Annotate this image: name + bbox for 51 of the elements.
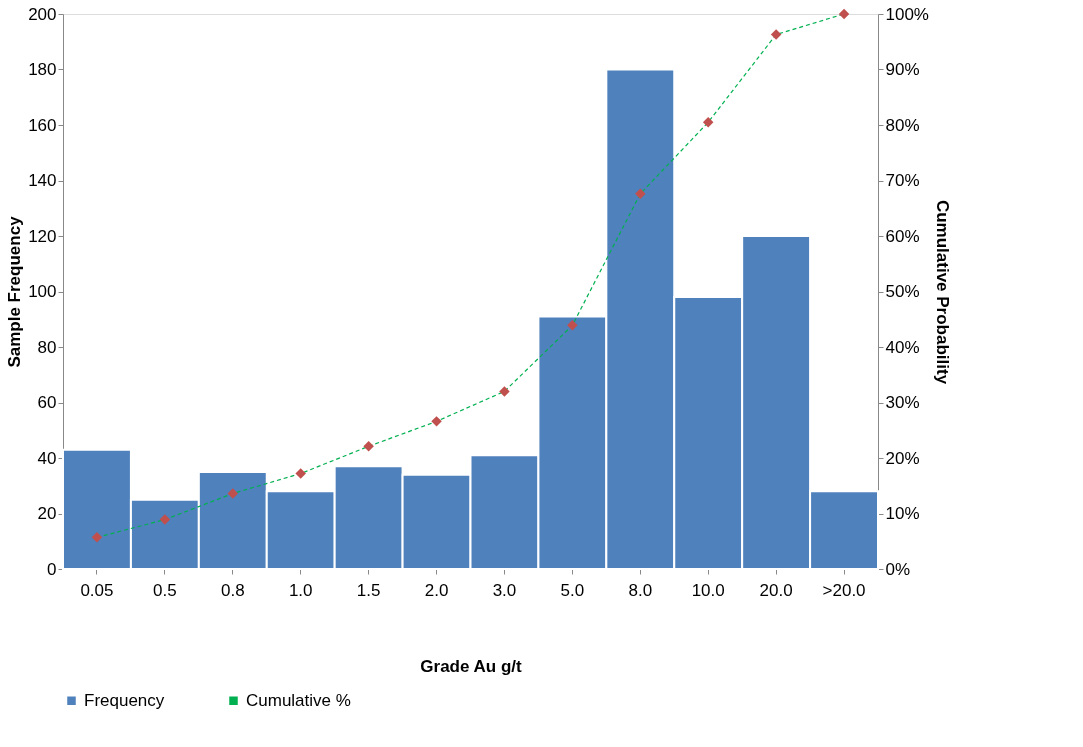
y-tick-label: 80	[37, 337, 57, 357]
y-tick-label: 60	[37, 393, 57, 412]
y2-tick-label: 80%	[885, 115, 920, 135]
y2-tick-label: 50%	[885, 282, 920, 301]
y-tick-label: 100	[28, 282, 57, 301]
point	[499, 386, 510, 397]
point	[227, 488, 239, 499]
x-tick-label: 1.5	[356, 580, 381, 600]
y-tick-label: 180	[28, 60, 57, 79]
x-tick-label: 1.0	[288, 580, 313, 600]
y2-tick-label: 30%	[885, 393, 920, 412]
legend-label: Frequency	[84, 690, 165, 710]
x-tick-label: 20.0	[759, 580, 793, 600]
point	[431, 416, 442, 427]
y2-tick-label: 70%	[885, 171, 920, 190]
x-tick-label: 8.0	[628, 580, 653, 600]
y2-tick-label: 20%	[885, 448, 920, 468]
x-tick-label: 5.0	[560, 580, 585, 600]
x-tick-label: 0.8	[220, 580, 245, 600]
x-tick-label: 10.0	[691, 580, 725, 600]
y-tick-label: 160	[28, 115, 57, 135]
y2-tick-label: 60%	[885, 226, 920, 246]
point	[770, 29, 782, 40]
y2-tick-label: 0%	[885, 559, 911, 579]
y2-tick-label: 90%	[885, 60, 920, 79]
x-tick-label: 0.5	[153, 580, 177, 600]
x-tick-label: 0.05	[80, 580, 114, 600]
point	[635, 188, 646, 200]
x-axis-title: Grade Au g/t	[420, 656, 523, 676]
point	[702, 116, 714, 128]
y-tick-label: 120	[28, 226, 57, 246]
y-tick-label: 40	[37, 448, 57, 468]
y2-tick-label: 10%	[885, 504, 920, 523]
x-tick-label: 3.0	[492, 580, 517, 600]
y-tick-label: 200	[28, 4, 57, 24]
legend-label: Cumulative %	[246, 690, 351, 710]
point	[363, 441, 374, 452]
x-tick-label: >20.0	[822, 580, 866, 600]
point	[159, 514, 171, 525]
point	[838, 8, 850, 20]
y2-tick-label: 40%	[885, 337, 920, 357]
y-tick-label: 20	[37, 504, 57, 523]
y-tick-label: 140	[28, 171, 57, 190]
y-tick-label: 0	[47, 559, 57, 579]
point	[567, 320, 578, 331]
y-axis-title: Sample Frequency	[5, 215, 25, 368]
x-tick-label: 2.0	[424, 580, 449, 600]
y2-tick-label: 100%	[885, 4, 929, 24]
point	[295, 468, 306, 479]
point	[91, 532, 103, 543]
y2-axis-title: Cumulative Probability	[932, 199, 952, 385]
